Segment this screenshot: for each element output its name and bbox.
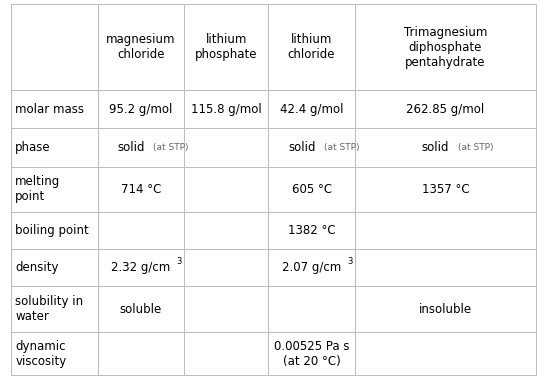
Text: (at STP): (at STP): [458, 143, 493, 152]
Text: dynamic
viscosity: dynamic viscosity: [15, 340, 67, 368]
Text: 42.4 g/mol: 42.4 g/mol: [280, 103, 344, 116]
Text: 605 °C: 605 °C: [292, 183, 331, 196]
Text: 115.8 g/mol: 115.8 g/mol: [191, 103, 261, 116]
Text: soluble: soluble: [120, 303, 162, 316]
Text: (at STP): (at STP): [153, 143, 189, 152]
Text: solubility in
water: solubility in water: [15, 295, 84, 323]
Text: 714 °C: 714 °C: [121, 183, 161, 196]
Text: Trimagnesium
diphosphate
pentahydrate: Trimagnesium diphosphate pentahydrate: [404, 26, 487, 69]
Text: lithium
chloride: lithium chloride: [288, 33, 335, 61]
Text: molar mass: molar mass: [15, 103, 84, 116]
Text: solid: solid: [288, 141, 316, 154]
Text: solid: solid: [117, 141, 145, 154]
Text: 1357 °C: 1357 °C: [422, 183, 469, 196]
Text: magnesium
chloride: magnesium chloride: [106, 33, 176, 61]
Text: melting
point: melting point: [15, 175, 61, 204]
Text: boiling point: boiling point: [15, 224, 89, 237]
Text: 262.85 g/mol: 262.85 g/mol: [406, 103, 485, 116]
Text: 1382 °C: 1382 °C: [288, 224, 335, 237]
Text: 95.2 g/mol: 95.2 g/mol: [109, 103, 173, 116]
Text: 2.32 g/cm: 2.32 g/cm: [111, 262, 171, 274]
Text: solid: solid: [422, 141, 450, 154]
Text: insoluble: insoluble: [419, 303, 472, 316]
Text: density: density: [15, 262, 59, 274]
Text: 0.00525 Pa s
(at 20 °C): 0.00525 Pa s (at 20 °C): [274, 340, 350, 368]
Text: 3: 3: [347, 257, 353, 266]
Text: phase: phase: [15, 141, 51, 154]
Text: lithium
phosphate: lithium phosphate: [195, 33, 258, 61]
Text: 3: 3: [177, 257, 182, 266]
Text: 2.07 g/cm: 2.07 g/cm: [282, 262, 341, 274]
Text: (at STP): (at STP): [324, 143, 359, 152]
